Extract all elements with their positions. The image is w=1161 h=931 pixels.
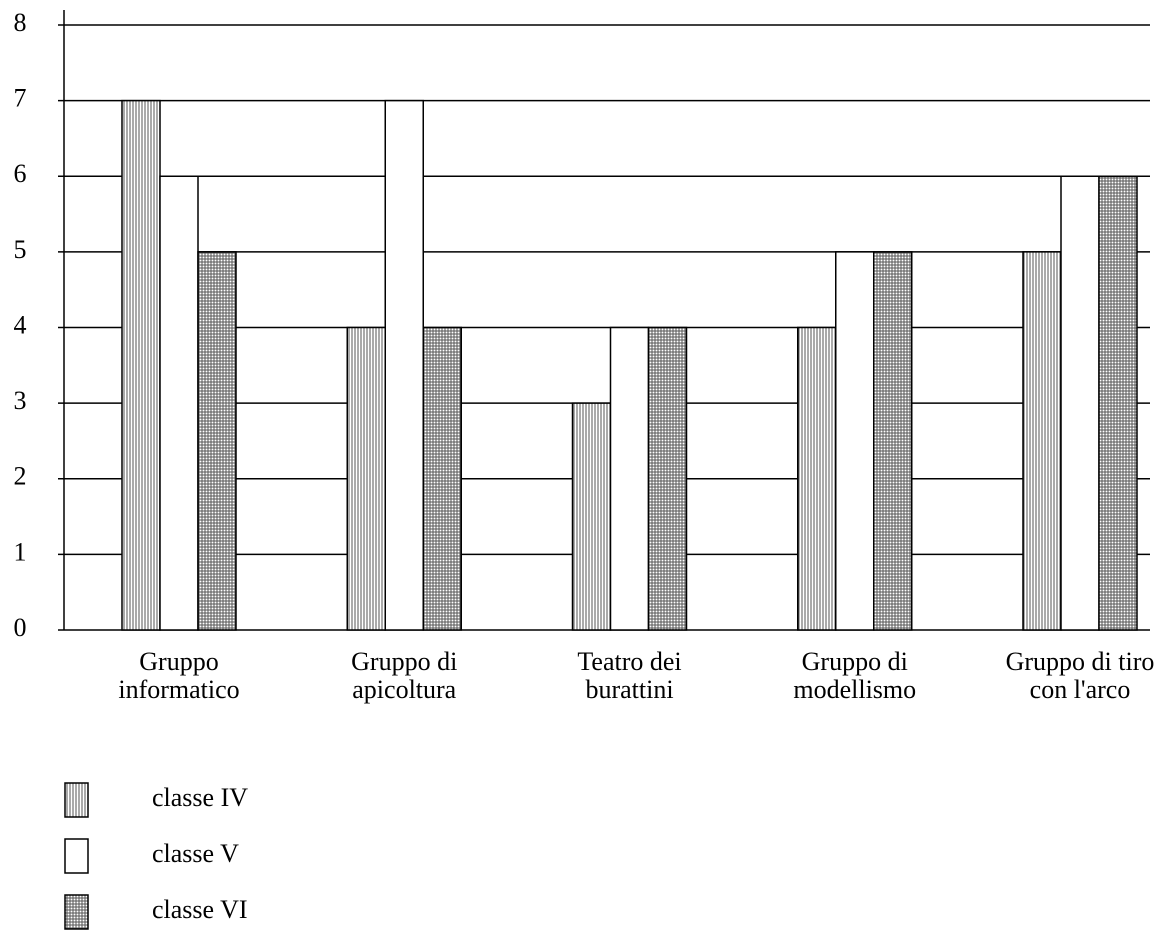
y-tick-label: 3	[14, 386, 27, 415]
bar	[121, 99, 161, 631]
bar	[159, 175, 199, 631]
bar	[197, 251, 237, 631]
bar	[384, 99, 424, 631]
bar	[1098, 175, 1138, 631]
legend-swatch	[64, 838, 89, 874]
y-tick-label: 6	[14, 159, 27, 188]
x-tick-label: Gruppo di apicoltura	[351, 647, 458, 704]
bar	[346, 326, 386, 631]
legend-label: classe IV	[152, 783, 248, 812]
bar	[873, 251, 913, 631]
x-tick-label: Teatro dei burattini	[577, 647, 682, 704]
legend-swatch	[64, 894, 89, 930]
y-tick-label: 1	[14, 537, 27, 566]
y-tick-label: 2	[14, 462, 27, 491]
bar	[1060, 175, 1100, 631]
bar	[609, 326, 650, 631]
bar	[797, 326, 837, 631]
legend-label: classe VI	[152, 895, 248, 924]
bar	[422, 326, 462, 631]
y-tick-label: 8	[14, 8, 27, 37]
x-tick-label: Gruppo informatico	[118, 647, 240, 704]
bar	[571, 402, 612, 631]
y-tick-label: 0	[14, 613, 27, 642]
y-tick-label: 4	[14, 310, 27, 339]
bar	[647, 326, 688, 631]
bar	[1022, 251, 1062, 631]
legend-label: classe V	[152, 839, 239, 868]
x-tick-label: Gruppo di tiro con l'arco	[1005, 647, 1155, 704]
y-tick-label: 5	[14, 235, 27, 264]
x-tick-label: Gruppo di modellismo	[793, 647, 917, 704]
y-tick-label: 7	[14, 84, 27, 113]
legend-swatch	[64, 782, 89, 818]
bar	[835, 251, 875, 631]
